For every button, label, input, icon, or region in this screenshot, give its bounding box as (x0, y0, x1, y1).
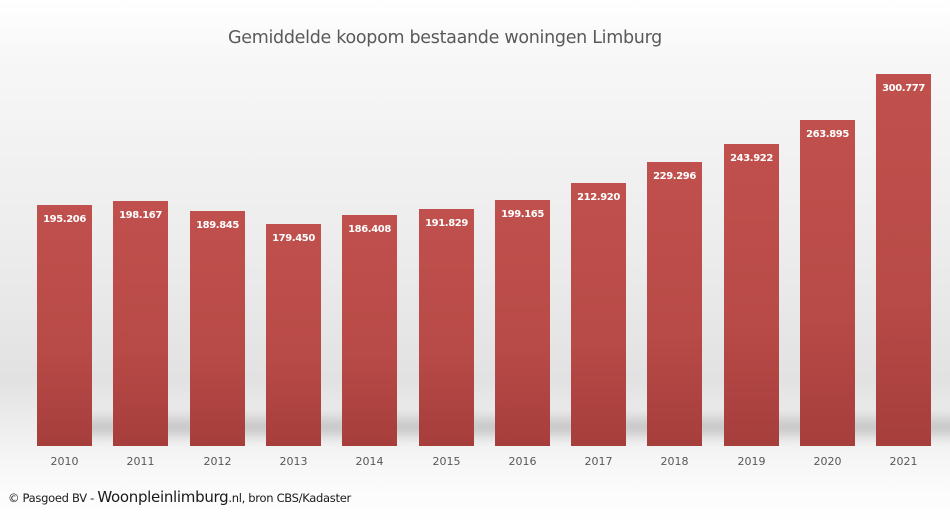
bar-2012: 189.845 (190, 211, 245, 446)
chart-title: Gemiddelde koopom bestaande woningen Lim… (228, 28, 662, 48)
bar-2015: 191.829 (419, 208, 474, 446)
x-tick-label: 2013 (279, 455, 308, 468)
bar-2013: 179.450 (266, 224, 321, 446)
x-tick-label: 2019 (737, 455, 766, 468)
x-tick-label: 2014 (355, 455, 384, 468)
bar-2021: 300.777 (876, 74, 931, 446)
bar-value-label: 198.167 (119, 209, 162, 221)
bar-value-label: 243.922 (730, 153, 773, 165)
x-tick-label: 2018 (660, 455, 689, 468)
bar-2011: 198.167 (113, 200, 168, 446)
bar-value-label: 300.777 (882, 83, 925, 94)
x-tick-label: 2021 (889, 455, 918, 468)
x-tick-label: 2015 (432, 455, 461, 468)
source-footer: © Pasgoed BV - Woonpleinlimburg.nl, bron… (8, 488, 351, 506)
bar-2014: 186.408 (342, 215, 397, 446)
bar-2016: 199.165 (495, 199, 550, 446)
bar-2017: 212.920 (571, 182, 626, 446)
bar-value-label: 229.296 (653, 171, 696, 183)
footer-suffix: .nl, bron CBS/Kadaster (228, 491, 351, 505)
bar-value-label: 263.895 (806, 128, 849, 140)
x-tick-label: 2016 (508, 455, 537, 468)
bar-value-label: 191.829 (425, 217, 468, 229)
footer-prefix: © Pasgoed BV - (8, 491, 98, 505)
footer-site: Woonpleinlimburg (97, 488, 229, 506)
bar-2010: 195.206 (37, 204, 92, 446)
bar-value-label: 189.845 (196, 220, 239, 232)
bar-value-label: 199.165 (501, 208, 544, 220)
bar-value-label: 195.206 (43, 213, 86, 225)
bar-value-label: 179.450 (272, 233, 315, 245)
x-tick-label: 2020 (813, 455, 842, 468)
bar-2020: 263.895 (800, 119, 855, 446)
bar-2019: 243.922 (724, 144, 779, 446)
x-tick-label: 2012 (203, 455, 232, 468)
bar-value-label: 212.920 (577, 191, 620, 203)
bar-value-label: 186.408 (348, 224, 391, 236)
x-tick-label: 2011 (126, 455, 155, 468)
x-tick-label: 2010 (50, 455, 79, 468)
bar-2018: 229.296 (647, 162, 702, 446)
x-tick-label: 2017 (584, 455, 613, 468)
